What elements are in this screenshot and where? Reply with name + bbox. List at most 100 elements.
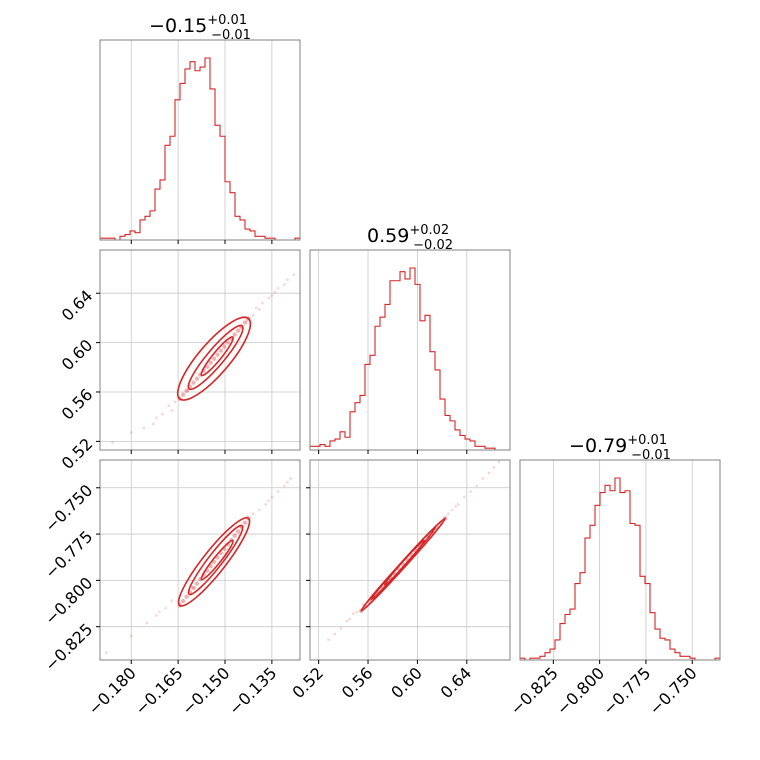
param-lower-error: −0.01: [211, 28, 251, 43]
param-upper-error: +0.01: [627, 433, 667, 448]
density-point: [194, 581, 200, 586]
panel-background: [100, 460, 300, 660]
sample-point: [282, 283, 286, 286]
panel-background: [100, 250, 300, 450]
sample-point: [492, 466, 496, 469]
sample-point: [351, 612, 355, 616]
sample-point: [239, 326, 243, 330]
y-tick-label: 0.60: [58, 336, 97, 375]
sample-point: [270, 495, 274, 499]
sample-point: [355, 610, 359, 614]
density-point: [211, 356, 217, 361]
x-tick-label: 0.60: [387, 663, 426, 702]
panel-frame: [309, 249, 511, 451]
density-point: [222, 344, 227, 349]
x-tick-label: −0.775: [599, 663, 654, 718]
y-tick-label: 0.64: [58, 286, 97, 325]
x-tick-label: −0.135: [225, 663, 280, 718]
sample-point: [142, 426, 146, 430]
density-point: [191, 380, 196, 385]
param-lower-error: −0.02: [413, 238, 453, 253]
y-tick-label: −0.800: [41, 573, 96, 628]
density-point: [235, 529, 241, 534]
contour-level-1: [187, 524, 244, 596]
x-tick-label: −0.800: [553, 663, 608, 718]
scatter-panel-1-2: [306, 459, 511, 664]
panel-frame: [99, 39, 301, 241]
density-point: [242, 520, 248, 525]
panel-frame: [519, 459, 721, 661]
y-tick-label: 0.56: [58, 385, 97, 424]
panel-frame: [99, 249, 301, 451]
param-median: 0.59: [367, 225, 409, 247]
x-tick-label: 0.64: [437, 663, 476, 702]
sample-point: [286, 480, 289, 484]
sample-point: [186, 389, 189, 393]
sample-point: [251, 512, 255, 516]
param-lower-error: −0.01: [631, 448, 671, 463]
sample-point: [289, 477, 293, 480]
histogram-panel-1: 0.59+0.02 −0.02: [309, 223, 511, 454]
sample-point: [261, 301, 264, 305]
contour-level-2: [200, 336, 234, 377]
param-median: −0.15: [149, 15, 207, 37]
density-point: [191, 585, 196, 591]
param-title-2: −0.79+0.01 −0.01: [569, 433, 671, 463]
scatter-panel-0-1: [96, 249, 301, 454]
sample-point: [348, 617, 351, 621]
scatter-panel-0-2: [96, 459, 301, 664]
sample-point: [446, 512, 450, 516]
sample-point: [282, 484, 286, 488]
sample-point: [339, 627, 343, 630]
sample-point: [487, 471, 491, 475]
contour-level-2: [383, 539, 426, 586]
sample-point: [345, 619, 349, 623]
sample-point: [327, 638, 330, 642]
sample-point: [129, 634, 133, 638]
density-point: [225, 340, 231, 345]
contour-level-1: [187, 324, 244, 391]
panel-background: [310, 250, 510, 450]
y-tick-label: 0.52: [58, 434, 97, 473]
x-tick-label: −0.825: [507, 663, 562, 718]
sample-point: [173, 400, 177, 404]
param-median: −0.79: [569, 435, 627, 457]
sample-point: [245, 318, 249, 322]
sample-point: [192, 586, 196, 590]
contour-level-0: [176, 316, 252, 401]
x-tick-label: 0.56: [338, 663, 377, 702]
sample-point: [104, 651, 108, 654]
sample-point: [154, 416, 158, 420]
sample-point: [286, 278, 289, 282]
density-point: [242, 320, 248, 325]
density-point: [184, 594, 189, 599]
sample-point: [145, 621, 149, 625]
histogram-step: [310, 267, 510, 450]
x-tick-label: −0.750: [645, 663, 700, 718]
y-tick-label: −0.750: [41, 481, 96, 536]
sample-point: [481, 477, 485, 480]
sample-point: [161, 412, 164, 416]
param-title-1: 0.59+0.02 −0.02: [367, 223, 453, 253]
sample-point: [276, 286, 280, 290]
density-point: [194, 376, 200, 381]
density-point: [235, 328, 241, 333]
sample-point: [267, 296, 271, 300]
sample-point: [456, 503, 460, 506]
histogram-panel-2: −0.79+0.01 −0.01: [519, 433, 721, 664]
histogram-step: [100, 57, 300, 240]
density-point: [180, 598, 186, 604]
sample-point: [333, 632, 337, 636]
sample-point: [469, 490, 472, 493]
sample-point: [157, 610, 161, 614]
x-tick-label: 0.52: [289, 663, 328, 702]
density-point: [215, 352, 220, 357]
density-point: [184, 388, 189, 393]
sample-point: [267, 499, 271, 503]
x-tick-label: −0.165: [131, 663, 186, 718]
density-point: [208, 360, 213, 365]
sample-point: [111, 441, 114, 444]
sample-point: [273, 290, 277, 294]
param-title-0: −0.15+0.01 −0.01: [149, 13, 251, 43]
